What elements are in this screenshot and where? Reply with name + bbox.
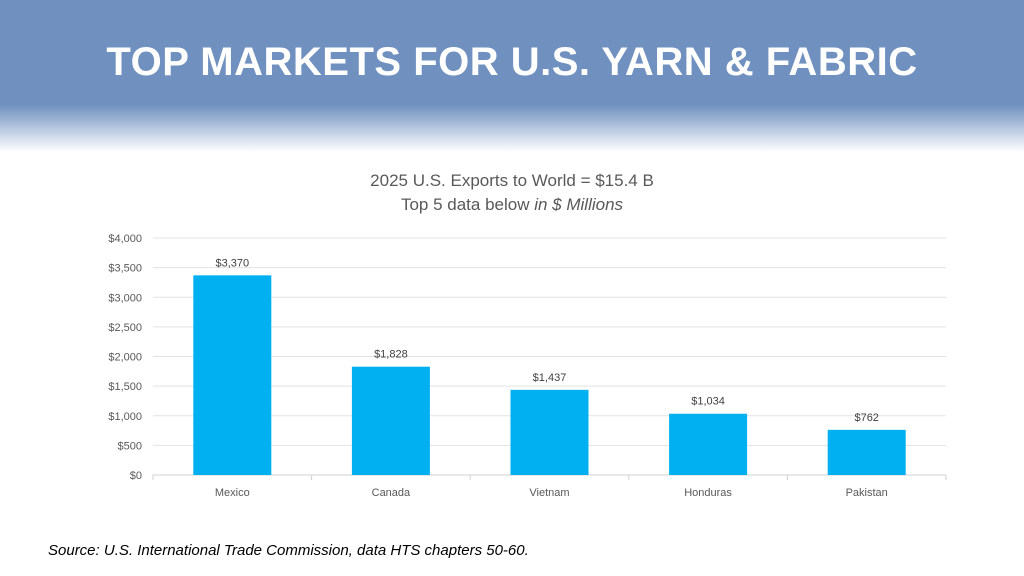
x-tick-label: Pakistan (846, 487, 888, 499)
y-tick-label: $3,000 (108, 292, 142, 304)
y-tick-label: $500 (118, 440, 142, 452)
x-tick-label: Honduras (684, 487, 732, 499)
data-label: $1,437 (533, 372, 567, 384)
bar-canada (351, 366, 430, 475)
y-tick-label: $1,000 (108, 411, 142, 423)
chart-title: 2025 U.S. Exports to World = $15.4 B (370, 171, 654, 190)
subtitle-units: in $ Millions (534, 195, 624, 214)
y-tick-label: $3,500 (108, 263, 142, 275)
x-tick-label: Mexico (215, 487, 250, 499)
y-tick-label: $0 (130, 470, 142, 482)
bar-vietnam (510, 389, 589, 475)
x-tick-label: Canada (372, 487, 411, 499)
page-title: TOP MARKETS FOR U.S. YARN & FABRIC (106, 40, 918, 84)
bar-honduras (669, 413, 748, 475)
y-tick-label: $2,000 (108, 352, 142, 364)
y-tick-label: $4,000 (108, 233, 142, 245)
y-tick-label: $1,500 (108, 381, 142, 393)
header-banner (0, 0, 1024, 155)
data-label: $3,370 (215, 257, 249, 269)
subtitle-text: Top 5 data below (400, 195, 535, 214)
data-label: $1,828 (374, 349, 408, 361)
bar-pakistan (827, 429, 906, 475)
chart-subtitle: Top 5 data below in $ Millions (0, 195, 1024, 215)
y-tick-label: $2,500 (108, 322, 142, 334)
bar-mexico (193, 275, 272, 475)
x-tick-label: Vietnam (529, 487, 569, 499)
data-label: $1,034 (691, 396, 725, 408)
source-note: Source: U.S. International Trade Commiss… (48, 542, 529, 559)
data-label: $762 (854, 412, 878, 424)
